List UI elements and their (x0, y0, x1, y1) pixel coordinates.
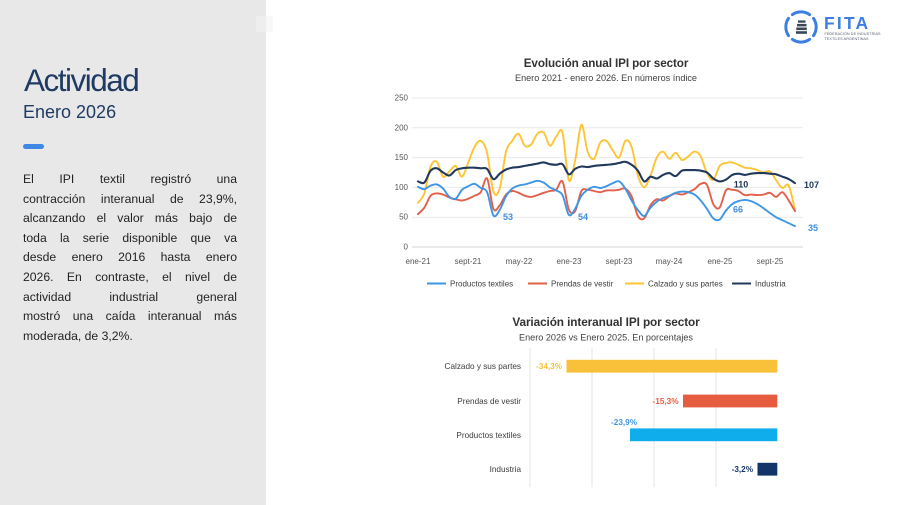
svg-text:Productos textiles: Productos textiles (456, 431, 521, 440)
svg-text:Industria: Industria (755, 280, 786, 289)
svg-text:FITA: FITA (824, 13, 870, 33)
svg-text:250: 250 (395, 94, 409, 103)
svg-text:-15,3%: -15,3% (653, 397, 680, 406)
svg-text:-3,2%: -3,2% (732, 465, 754, 474)
svg-text:Productos textiles: Productos textiles (450, 280, 513, 289)
svg-text:FEDERACIÓN DE INDUSTRIAS: FEDERACIÓN DE INDUSTRIAS (825, 31, 882, 36)
svg-text:150: 150 (395, 153, 409, 162)
svg-text:Variación interanual IPI por s: Variación interanual IPI por sector (512, 315, 700, 329)
svg-text:may-24: may-24 (656, 257, 683, 266)
svg-text:Calzado y sus partes: Calzado y sus partes (445, 362, 521, 371)
svg-text:0: 0 (404, 243, 409, 252)
svg-text:Evolución anual IPI por sector: Evolución anual IPI por sector (524, 57, 689, 70)
svg-text:100: 100 (395, 183, 409, 192)
svg-text:Prendas de vestir: Prendas de vestir (457, 397, 521, 406)
svg-text:sept-23: sept-23 (606, 257, 633, 266)
svg-text:107: 107 (804, 180, 819, 190)
svg-text:Industria: Industria (490, 465, 522, 474)
svg-text:54: 54 (578, 212, 588, 222)
svg-text:TEXTILES ARGENTINAS: TEXTILES ARGENTINAS (825, 37, 870, 41)
svg-text:ene-25: ene-25 (708, 257, 733, 266)
svg-text:200: 200 (395, 123, 409, 132)
svg-text:ene-23: ene-23 (557, 257, 582, 266)
svg-text:Enero 2026 vs Enero 2025. En: Enero 2026 vs Enero 2025. En porcentajes (519, 333, 693, 343)
svg-text:Enero 2021 - enero 2026. En nú: Enero 2021 - enero 2026. En números índi… (515, 73, 697, 83)
svg-text:ene-21: ene-21 (406, 257, 431, 266)
svg-text:sept-21: sept-21 (455, 257, 482, 266)
svg-text:35: 35 (808, 223, 818, 233)
svg-text:-34,3%: -34,3% (536, 362, 563, 371)
svg-text:-23,9%: -23,9% (611, 418, 638, 427)
svg-text:66: 66 (733, 205, 743, 215)
svg-text:Calzado y sus partes: Calzado y sus partes (648, 280, 723, 289)
svg-text:sept-25: sept-25 (757, 257, 784, 266)
svg-text:110: 110 (734, 180, 749, 190)
svg-text:53: 53 (503, 212, 513, 222)
svg-text:Prendas de vestir: Prendas de vestir (551, 280, 614, 289)
svg-text:50: 50 (399, 213, 408, 222)
svg-text:may-22: may-22 (506, 257, 533, 266)
